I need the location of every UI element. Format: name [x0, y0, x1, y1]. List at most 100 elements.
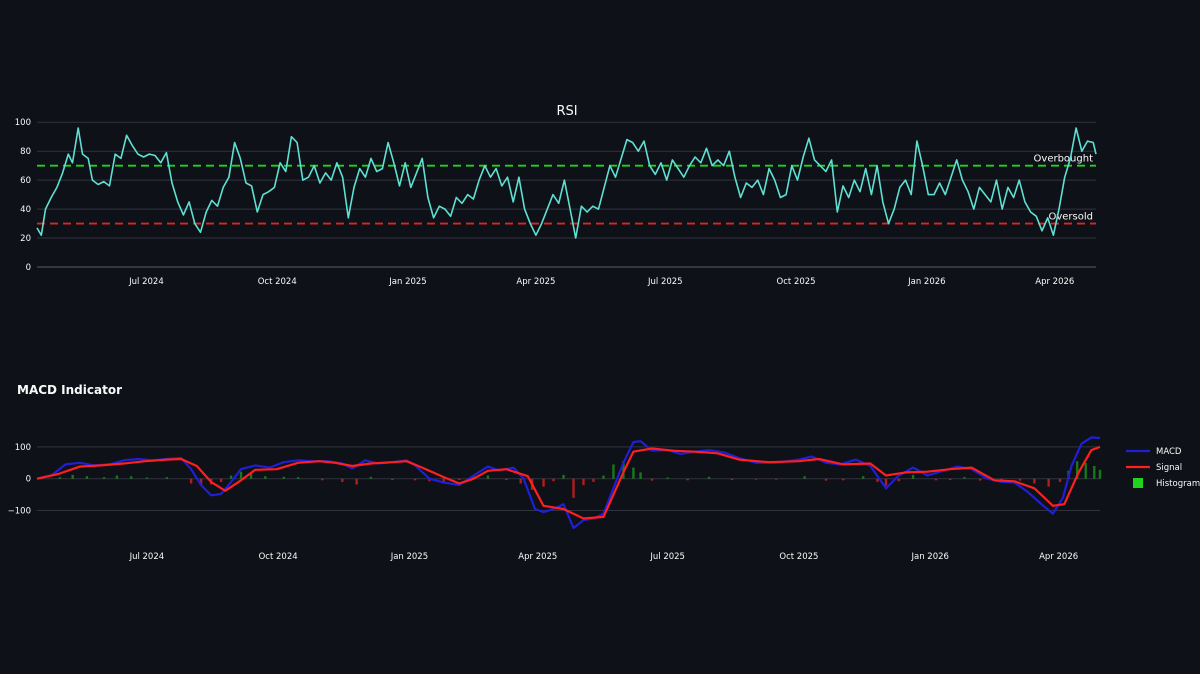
macd-y-tick-label: 100: [15, 443, 31, 453]
macd-histogram-bar: [209, 478, 213, 485]
legend-swatch-histogram: [1133, 478, 1143, 488]
rsi-y-tick-label: 0: [26, 263, 31, 273]
macd-histogram-bar: [71, 474, 74, 479]
macd-x-tick-label: Jul 2025: [649, 552, 685, 562]
macd-histogram-bar: [355, 478, 358, 485]
macd-histogram-bar: [978, 478, 982, 481]
macd-histogram-bar: [686, 478, 689, 481]
rsi-y-tick-label: 40: [20, 205, 31, 215]
rsi-y-tick-label: 100: [15, 118, 31, 128]
legend-item-macd[interactable]: MACD: [1126, 447, 1182, 457]
macd-histogram-bar: [707, 476, 711, 479]
macd-histogram-bar: [824, 478, 828, 481]
legend-item-histogram[interactable]: Histogram: [1133, 478, 1200, 489]
macd-x-tick-label: Jan 2026: [910, 552, 948, 562]
macd-histogram-bar: [472, 476, 475, 479]
macd-histogram-bar: [321, 478, 324, 481]
rsi-ref-label-oversold: Oversold: [1048, 212, 1093, 223]
rsi-x-tick-label: Oct 2025: [777, 277, 816, 287]
macd-series: [36, 436, 1101, 530]
macd-histogram-bar: [391, 478, 394, 480]
rsi-y-tick-label: 80: [20, 147, 31, 157]
rsi-x-tick-label: Apr 2026: [1035, 277, 1074, 287]
macd-histogram-bar: [199, 478, 203, 486]
macd-legend[interactable]: MACD Signal Histogram: [1126, 447, 1200, 489]
macd-histogram-bar: [1018, 478, 1022, 481]
macd-histogram-bar: [639, 472, 642, 479]
macd-histogram-bars: [58, 461, 1102, 498]
macd-histogram-bar: [572, 478, 575, 498]
rsi-x-tick-label: Apr 2025: [516, 277, 555, 287]
macd-histogram-bar: [730, 478, 734, 480]
macd-histogram-bar: [58, 477, 62, 479]
macd-histogram-bar: [861, 476, 865, 479]
rsi-series: [36, 127, 1097, 239]
macd-histogram-bar: [1067, 470, 1070, 479]
macd-x-tick-label: Jan 2025: [390, 552, 428, 562]
legend-label-histogram: Histogram: [1156, 479, 1200, 489]
rsi-line: [36, 127, 1097, 239]
rsi-reference-lines: Overbought Oversold: [37, 154, 1096, 225]
legend-item-signal[interactable]: Signal: [1126, 463, 1182, 473]
macd-histogram-bar: [102, 477, 106, 479]
rsi-grid: [37, 121, 1096, 268]
macd-histogram-bar: [592, 478, 595, 482]
macd-y-axis: 100 0 −100: [8, 443, 31, 517]
rsi-chart-title: RSI: [556, 104, 577, 119]
macd-histogram-bar: [650, 478, 654, 481]
rsi-chart: RSI 0 20 40 60 80 100 Jul 2024 Oct 2024 Jan 202…: [15, 104, 1097, 287]
macd-histogram-bar: [1084, 462, 1087, 479]
macd-histogram-bar: [165, 477, 169, 479]
rsi-y-tick-label: 60: [20, 176, 31, 186]
macd-histogram-bar: [341, 478, 344, 482]
macd-histogram-bar: [612, 464, 615, 479]
macd-x-tick-label: Jul 2024: [129, 552, 165, 562]
macd-grid: [37, 446, 1100, 512]
macd-histogram-bar: [458, 478, 461, 480]
macd-histogram-bar: [1047, 478, 1050, 487]
macd-histogram-bar: [754, 478, 758, 480]
macd-x-tick-label: Oct 2025: [779, 552, 818, 562]
macd-histogram-bar: [884, 478, 888, 486]
legend-label-signal: Signal: [1156, 463, 1182, 473]
macd-histogram-bar: [145, 477, 149, 479]
legend-label-macd: MACD: [1156, 447, 1182, 457]
macd-histogram-bar: [1093, 466, 1096, 479]
macd-histogram-bar: [552, 478, 555, 482]
rsi-y-axis: 0 20 40 60 80 100: [15, 118, 31, 273]
macd-y-tick-label: −100: [8, 507, 31, 517]
macd-histogram-bar: [1000, 478, 1003, 480]
macd-histogram-bar: [948, 478, 952, 480]
macd-histogram-bar: [519, 478, 522, 484]
macd-histogram-bar: [774, 478, 778, 480]
macd-histogram-bar: [85, 476, 89, 479]
rsi-x-tick-label: Jan 2026: [907, 277, 945, 287]
macd-histogram-bar: [542, 478, 545, 487]
macd-histogram-bar: [876, 478, 879, 482]
macd-line-macd: [36, 436, 1101, 530]
macd-histogram-bar: [129, 476, 133, 479]
macd-histogram-bar: [296, 477, 300, 479]
macd-x-tick-label: Oct 2024: [259, 552, 298, 562]
macd-histogram-bar: [249, 473, 253, 479]
macd-histogram-bar: [189, 478, 193, 484]
macd-line-signal: [36, 445, 1101, 520]
macd-y-tick-label: 0: [26, 475, 31, 485]
rsi-x-tick-label: Jul 2024: [128, 277, 164, 287]
macd-chart-title: MACD Indicator: [17, 383, 122, 397]
rsi-ref-label-overbought: Overbought: [1034, 154, 1094, 165]
macd-histogram-bar: [413, 478, 417, 481]
macd-x-axis: Jul 2024 Oct 2024 Jan 2025 Apr 2025 Jul 2025…: [129, 552, 1079, 562]
macd-x-tick-label: Apr 2026: [1039, 552, 1078, 562]
macd-histogram-bar: [1033, 478, 1036, 484]
macd-histogram-bar: [632, 467, 635, 479]
macd-histogram-bar: [803, 476, 806, 479]
rsi-x-tick-label: Jan 2025: [388, 277, 426, 287]
macd-histogram-bar: [264, 476, 267, 479]
macd-histogram-bar: [1075, 461, 1079, 479]
macd-x-tick-label: Apr 2025: [518, 552, 557, 562]
macd-histogram-bar: [562, 474, 565, 479]
macd-histogram-bar: [963, 477, 966, 479]
macd-histogram-bar: [622, 461, 625, 479]
macd-histogram-bar: [442, 478, 445, 482]
